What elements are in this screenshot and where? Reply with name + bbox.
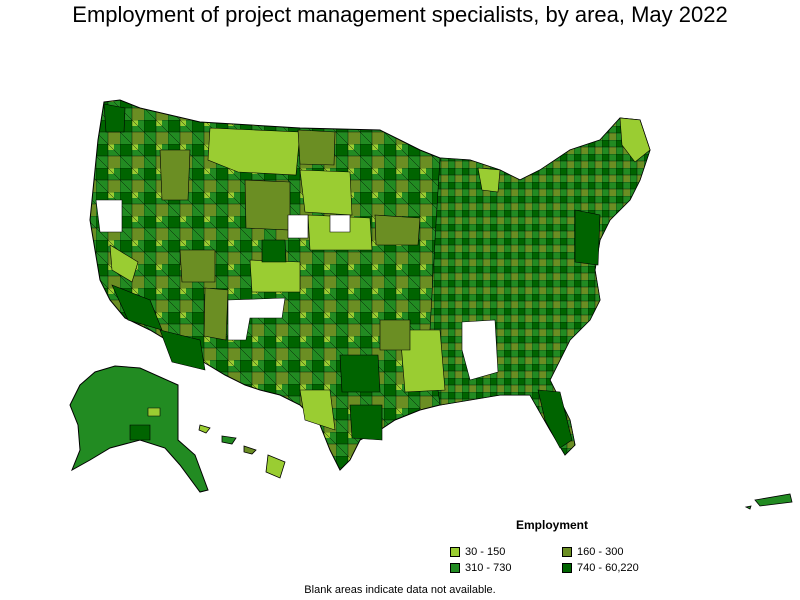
northern-plains-area	[207, 127, 301, 176]
utah-south-area	[179, 249, 216, 283]
arizona-east-area	[203, 287, 229, 341]
iowa-area	[374, 214, 421, 246]
legend-swatch-2	[562, 547, 572, 557]
southern-california-area	[111, 284, 163, 331]
puerto-rico-islet	[744, 505, 752, 510]
minnesota-north-area	[297, 129, 336, 166]
legend-title: Employment	[516, 518, 589, 532]
legend-swatch-3	[450, 563, 460, 573]
blank-area-alabama	[461, 319, 499, 381]
legend-swatch-1	[450, 547, 460, 557]
nevada-south-area	[109, 244, 139, 283]
footnote: Blank areas indicate data not available.	[304, 584, 496, 596]
houston-area	[349, 404, 383, 441]
hawaii-island-big	[265, 454, 286, 479]
legend-swatch-4	[562, 563, 572, 573]
eastern-region	[429, 117, 651, 456]
denver-area	[261, 239, 287, 263]
blank-area-new-mexico	[227, 297, 286, 341]
hawaii-island-1	[198, 424, 211, 434]
legend-item-3: 310 - 730	[450, 562, 562, 574]
legend-label-4: 740 - 60,220	[577, 562, 639, 574]
idaho-area	[159, 149, 191, 201]
wyoming-area	[244, 179, 291, 231]
page-title: Employment of project management special…	[72, 2, 728, 27]
legend-label-2: 160 - 300	[577, 546, 624, 558]
florida-area	[537, 389, 573, 449]
blank-area-nebraska	[287, 214, 309, 239]
map-legend: Employment 30 - 150 160 - 300 310 - 730 …	[450, 518, 690, 574]
legend-grid: 30 - 150 160 - 300 310 - 730 740 - 60,22…	[450, 546, 690, 574]
dallas-area	[339, 354, 381, 393]
maine-area	[619, 117, 651, 163]
alaska-southeast-area	[129, 424, 151, 441]
hawaii-island-3	[243, 445, 257, 455]
legend-label-1: 30 - 150	[465, 546, 506, 558]
colorado-plains-area	[249, 259, 301, 293]
northeast-corridor-area	[574, 209, 601, 266]
michigan-north-area	[477, 167, 501, 193]
arkansas-area	[379, 319, 411, 351]
mississippi-area	[399, 329, 446, 393]
puerto-rico	[754, 493, 793, 507]
legend-label-3: 310 - 730	[465, 562, 512, 574]
legend-item-2: 160 - 300	[562, 546, 690, 558]
west-texas-area	[299, 389, 336, 431]
alaska-small-area	[147, 407, 161, 417]
phoenix-area	[159, 329, 206, 371]
blank-area-plains	[329, 214, 351, 233]
blank-area-nevada	[95, 199, 123, 233]
hawaii-island-2	[221, 435, 237, 445]
seattle-area	[103, 103, 126, 133]
legend-item-1: 30 - 150	[450, 546, 562, 558]
legend-item-4: 740 - 60,220	[562, 562, 690, 574]
dakota-area	[299, 169, 353, 216]
